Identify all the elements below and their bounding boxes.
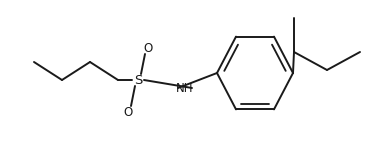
- Text: S: S: [134, 73, 142, 86]
- Text: NH: NH: [176, 81, 194, 94]
- Text: O: O: [144, 41, 152, 54]
- Text: O: O: [123, 106, 133, 119]
